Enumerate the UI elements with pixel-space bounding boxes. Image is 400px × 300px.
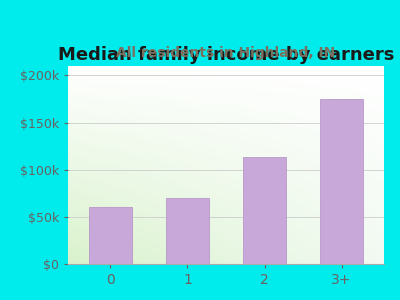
Bar — [243, 158, 286, 264]
Title: Median family income by earners: Median family income by earners — [58, 46, 394, 64]
Bar — [166, 198, 209, 264]
Bar — [320, 99, 363, 264]
Text: All residents in Highland, IN: All residents in Highland, IN — [116, 46, 336, 59]
Bar — [89, 207, 132, 264]
